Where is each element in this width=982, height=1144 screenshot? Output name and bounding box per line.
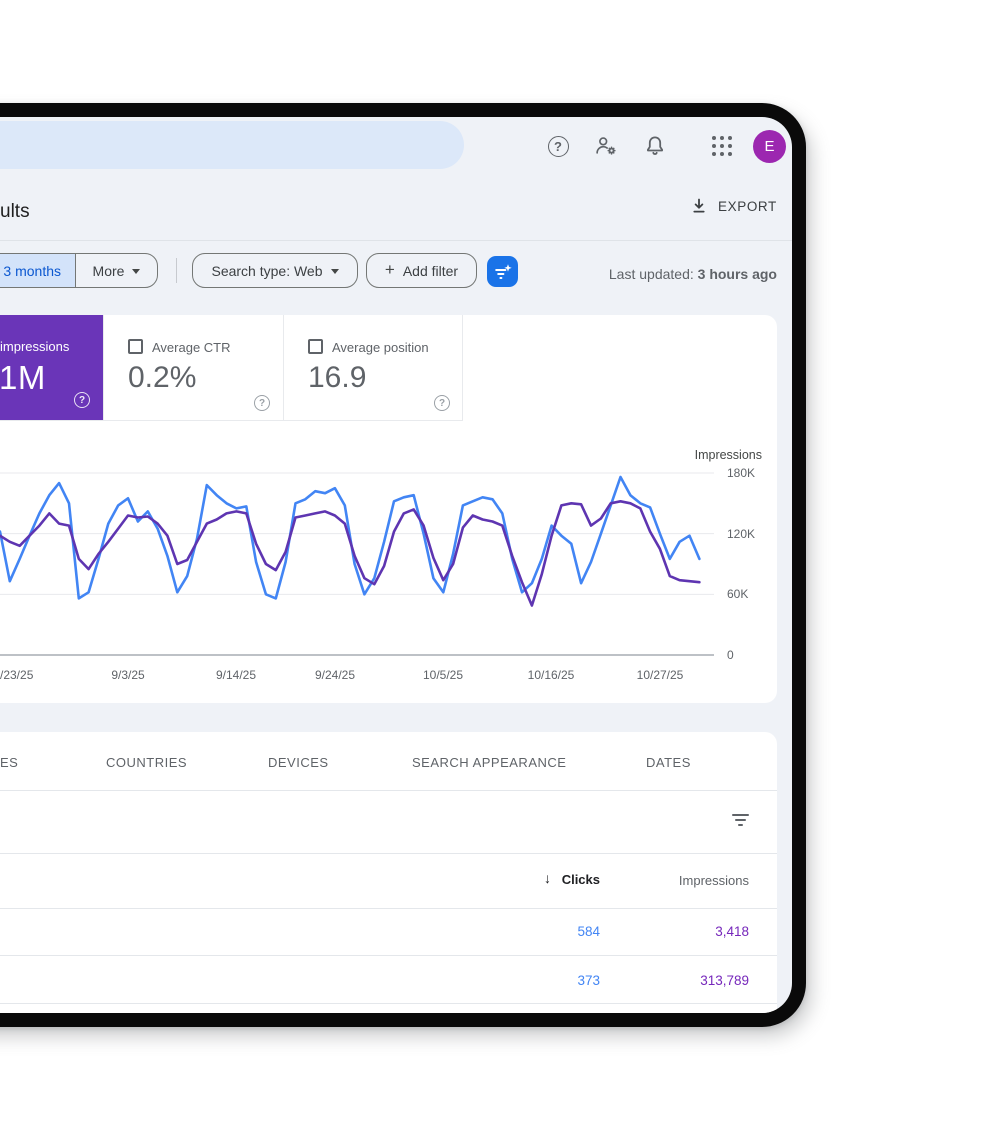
search-type-label: Search type: Web <box>211 262 323 279</box>
average-position-card[interactable] <box>283 315 463 420</box>
average-ctr-label: Average CTR <box>152 340 231 355</box>
column-header-clicks[interactable]: Clicks <box>561 872 600 887</box>
header-divider <box>0 240 792 241</box>
account-settings-button[interactable] <box>594 134 618 158</box>
download-icon <box>693 198 705 213</box>
date-range-chip[interactable]: 3 months <box>0 254 76 287</box>
screen: ? <box>0 117 792 1013</box>
x-tick: 10/5/25 <box>422 668 464 682</box>
performance-chart[interactable] <box>0 455 718 667</box>
avatar[interactable]: E <box>753 130 786 163</box>
clicks-value: 584 <box>577 924 600 939</box>
more-chip[interactable]: More <box>76 254 157 287</box>
x-tick: 9/24/25 <box>314 668 356 682</box>
person-gear-icon <box>596 137 616 155</box>
apps-grid-button[interactable] <box>710 134 734 158</box>
chevron-down-icon <box>330 268 339 274</box>
y-tick: 60K <box>727 587 749 601</box>
chart-axis-title: Impressions <box>694 448 762 462</box>
table-divider <box>0 908 777 909</box>
table-divider <box>0 853 777 854</box>
impressions-value: 3,418 <box>715 924 749 939</box>
impressions-value: 313,789 <box>700 973 749 988</box>
last-updated-label: Last updated: <box>608 266 694 282</box>
table-divider <box>0 1003 777 1004</box>
last-updated: Last updated: 3 hours ago <box>0 266 777 282</box>
device-frame: ? <box>0 103 806 1027</box>
search-input[interactable] <box>0 121 464 169</box>
filter-sparkle-icon <box>494 263 512 279</box>
tab-search-appearance[interactable]: SEARCH APPEARANCE <box>412 755 567 770</box>
date-range-chip-group: 3 months More <box>0 253 158 288</box>
tab-countries[interactable]: COUNTRIES <box>106 755 188 770</box>
help-icon[interactable]: ? <box>434 395 450 411</box>
export-label: EXPORT <box>718 198 777 214</box>
stage: ? <box>0 117 792 1013</box>
sort-desc-icon: ↓ <box>544 870 551 886</box>
export-button[interactable]: EXPORT <box>690 197 777 215</box>
table-filter-button[interactable] <box>731 814 749 826</box>
funnel-icon <box>731 814 749 816</box>
chevron-down-icon <box>132 268 141 274</box>
average-ctr-card[interactable] <box>103 315 283 420</box>
page-title: ults <box>0 201 30 222</box>
x-tick: /23/25 <box>0 668 34 682</box>
last-updated-value: 3 hours ago <box>697 266 777 282</box>
average-ctr-value: 0.2% <box>128 361 197 394</box>
help-icon[interactable]: ? <box>254 395 270 411</box>
x-tick: 10/27/25 <box>636 668 684 682</box>
details-table-card <box>0 732 777 1013</box>
impressions-card-value: 1M <box>0 359 46 396</box>
cards-divider <box>0 420 463 421</box>
smart-filter-button[interactable] <box>487 256 518 287</box>
notifications-button[interactable] <box>643 134 667 158</box>
average-position-checkbox[interactable] <box>308 339 323 354</box>
y-tick: 120K <box>727 527 756 541</box>
chip-row-divider <box>176 258 177 283</box>
tab-dates[interactable]: DATES <box>646 755 691 770</box>
apps-grid-icon <box>712 136 732 156</box>
help-icon: ? <box>547 135 569 157</box>
column-header-impressions[interactable]: Impressions <box>678 873 749 888</box>
help-button[interactable]: ? <box>546 134 570 158</box>
table-divider <box>0 955 777 956</box>
search-type-chip[interactable]: Search type: Web <box>192 253 358 288</box>
add-filter-chip[interactable]: + Add filter <box>366 253 477 288</box>
impressions-card-label: impressions <box>0 339 70 354</box>
average-position-value: 16.9 <box>308 361 367 394</box>
tab-devices[interactable]: DEVICES <box>268 755 329 770</box>
y-tick: 180K <box>727 466 756 480</box>
tab-pages[interactable]: ES <box>0 755 19 770</box>
y-tick: 0 <box>727 648 734 662</box>
average-position-label: Average position <box>332 340 429 355</box>
total-impressions-card[interactable]: impressions 1M ? <box>0 315 103 420</box>
table-divider <box>0 790 777 791</box>
x-tick: 9/14/25 <box>215 668 257 682</box>
add-filter-label: Add filter <box>402 262 459 279</box>
clicks-value: 373 <box>577 973 600 988</box>
more-chip-label: More <box>92 262 125 279</box>
x-tick: 9/3/25 <box>111 668 145 682</box>
plus-icon: + <box>384 259 395 279</box>
bell-icon <box>647 136 663 155</box>
x-tick: 10/16/25 <box>527 668 575 682</box>
average-ctr-checkbox[interactable] <box>128 339 143 354</box>
help-icon[interactable]: ? <box>74 392 90 408</box>
